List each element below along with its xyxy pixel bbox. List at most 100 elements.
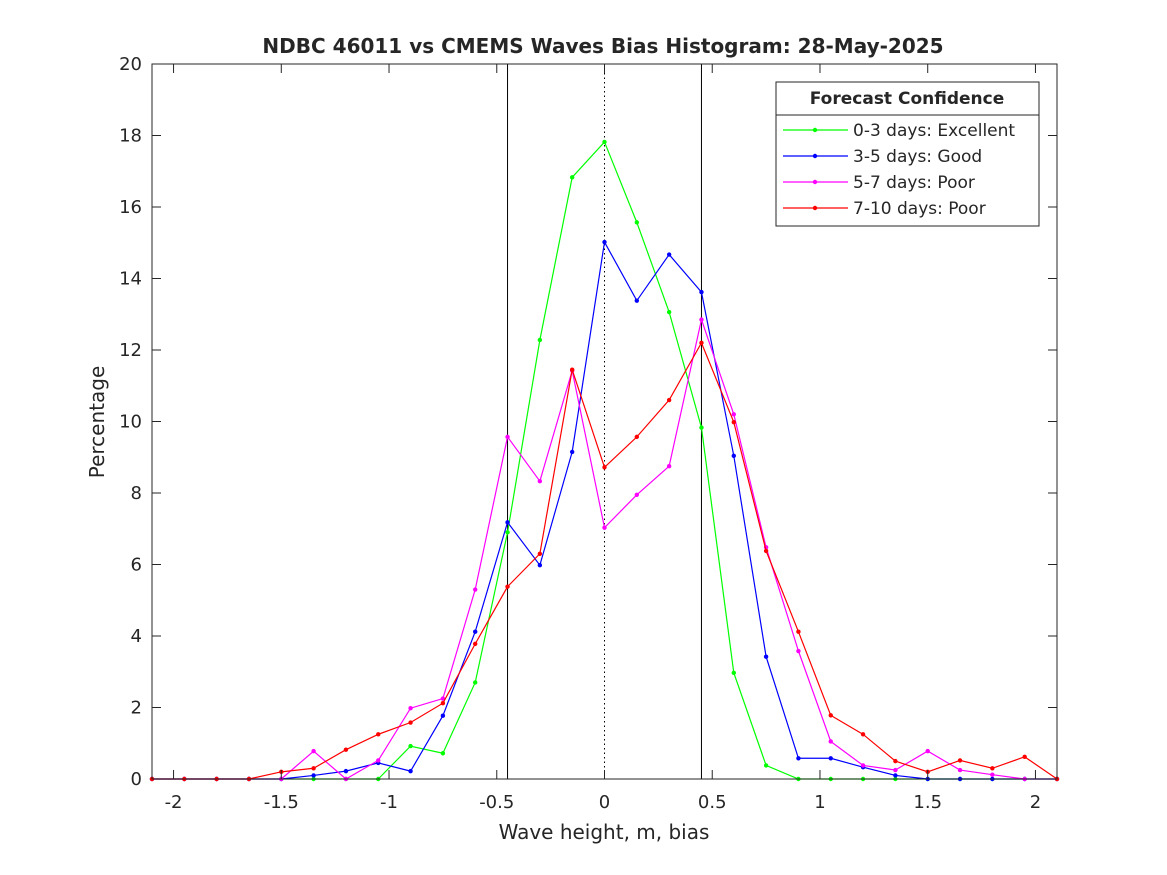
- data-point: [569, 367, 575, 372]
- y-tick-label: 4: [131, 626, 142, 647]
- data-point: [860, 732, 866, 737]
- data-point: [440, 751, 446, 756]
- data-point: [699, 340, 704, 346]
- legend-label: 7-10 days: Poor: [853, 199, 986, 219]
- x-tick-label: -1.5: [264, 792, 299, 813]
- data-point: [569, 449, 575, 455]
- y-tick-label: 20: [119, 54, 142, 75]
- data-point: [408, 768, 413, 774]
- data-point: [473, 680, 478, 685]
- data-point: [731, 420, 736, 425]
- y-tick-label: 10: [119, 412, 142, 433]
- legend-box: [775, 81, 1040, 227]
- y-tick-label: 16: [119, 197, 142, 218]
- data-point: [376, 758, 381, 763]
- data-point: [1022, 754, 1027, 760]
- data-point: [343, 768, 349, 774]
- x-tick-label: -2: [165, 792, 183, 813]
- data-point: [634, 298, 640, 303]
- data-point: [828, 756, 833, 761]
- data-point: [537, 563, 543, 568]
- data-point: [537, 479, 543, 484]
- x-tick-label: 2: [1030, 792, 1041, 813]
- data-point: [602, 465, 607, 470]
- data-point: [311, 773, 316, 778]
- data-point: [731, 670, 736, 676]
- y-tick-label: 12: [119, 340, 142, 361]
- data-point: [796, 648, 801, 654]
- data-point: [990, 766, 995, 771]
- y-tick-label: 6: [131, 555, 142, 576]
- data-point: [505, 530, 510, 535]
- data-point: [796, 756, 801, 761]
- series-2: [149, 317, 1060, 782]
- legend-label: 3-5 days: Good: [853, 147, 982, 167]
- x-tick-label: 1: [814, 792, 825, 813]
- data-point: [860, 763, 866, 768]
- data-point: [893, 758, 898, 764]
- data-point: [408, 720, 413, 725]
- data-point: [634, 492, 640, 497]
- data-point: [505, 584, 510, 589]
- data-point: [666, 252, 672, 257]
- data-point: [537, 337, 543, 343]
- data-point: [440, 713, 446, 718]
- data-point: [763, 763, 769, 768]
- data-point: [731, 412, 736, 417]
- legend-marker: [812, 127, 818, 133]
- data-point: [505, 520, 510, 525]
- data-point: [666, 463, 672, 469]
- legend-label: 0-3 days: Excellent: [853, 121, 1015, 141]
- x-tick-label: 0.5: [698, 792, 727, 813]
- data-point: [925, 748, 930, 754]
- data-point: [311, 766, 316, 771]
- data-point: [440, 696, 446, 701]
- data-point: [763, 548, 769, 554]
- data-point: [666, 309, 672, 315]
- y-tick-label: 14: [119, 269, 142, 290]
- data-point: [311, 748, 316, 754]
- data-point: [763, 654, 769, 659]
- data-point: [893, 773, 898, 778]
- chart-title: NDBC 46011 vs CMEMS Waves Bias Histogram…: [262, 34, 943, 58]
- data-point: [796, 629, 801, 634]
- x-axis: -2 -1.5 -1 -0.5 0 0.5 1 1.5 2: [165, 64, 1041, 813]
- data-point: [634, 434, 640, 440]
- data-point: [343, 747, 349, 752]
- data-point: [990, 772, 995, 777]
- data-point: [505, 434, 510, 440]
- y-axis: 0 2 4 6 8 10 12 14 16 18 20: [119, 54, 1057, 790]
- data-point: [602, 525, 607, 530]
- data-point: [731, 453, 736, 459]
- data-point: [602, 139, 607, 145]
- legend-marker: [812, 179, 818, 185]
- data-point: [376, 732, 381, 737]
- data-point: [569, 175, 575, 180]
- data-point: [699, 317, 704, 322]
- x-tick-label: -0.5: [479, 792, 514, 813]
- data-point: [828, 713, 833, 718]
- data-point: [408, 743, 413, 749]
- x-tick-label: 0: [599, 792, 610, 813]
- x-axis-label: Wave height, m, bias: [499, 820, 710, 844]
- y-tick-label: 2: [131, 698, 142, 719]
- data-point: [893, 767, 898, 773]
- data-point: [666, 397, 672, 403]
- data-point: [699, 425, 704, 430]
- y-tick-label: 18: [119, 126, 142, 147]
- data-point: [828, 739, 833, 744]
- legend-title: Forecast Confidence: [810, 89, 1005, 109]
- x-tick-label: 1.5: [913, 792, 942, 813]
- legend-marker: [812, 205, 818, 211]
- y-tick-label: 0: [131, 769, 142, 790]
- legend-entries: 0-3 days: Excellent 3-5 days: Good 5-7 day…: [783, 121, 1015, 219]
- y-tick-label: 8: [131, 483, 142, 504]
- legend-label: 5-7 days: Poor: [853, 173, 975, 193]
- data-point: [537, 551, 543, 556]
- x-tick-label: -1: [380, 792, 398, 813]
- data-point: [473, 629, 478, 634]
- data-point: [699, 289, 704, 295]
- series-3: [149, 340, 1060, 782]
- legend: Forecast Confidence 0-3 days: Excellent 3…: [775, 81, 1040, 227]
